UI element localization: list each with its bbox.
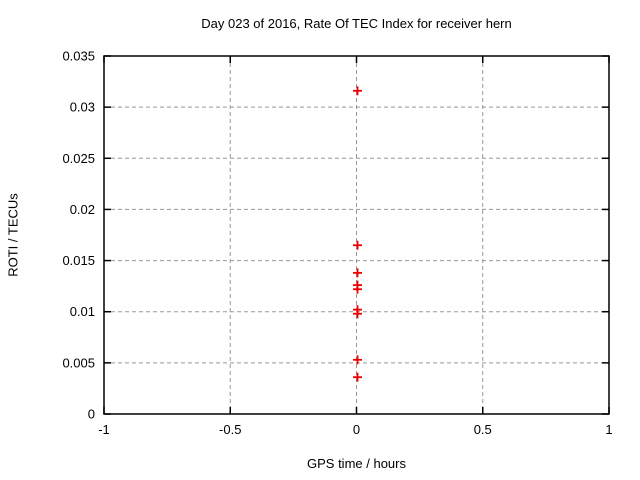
x-tick-label: -0.5 xyxy=(219,422,241,437)
y-axis-title: ROTI / TECUs xyxy=(5,193,21,277)
y-tick-label: 0.025 xyxy=(62,151,95,166)
x-tick-label: 0.5 xyxy=(474,422,492,437)
plot-border xyxy=(103,55,610,415)
y-tick-label: 0 xyxy=(88,407,95,422)
y-tick-label: 0.03 xyxy=(70,100,95,115)
y-tick-label: 0.035 xyxy=(62,49,95,64)
y-tick-label: 0.005 xyxy=(62,355,95,370)
x-axis-title: GPS time / hours xyxy=(307,456,406,471)
x-tick-label: -1 xyxy=(98,422,110,437)
y-tick-label: 0.02 xyxy=(70,202,95,217)
x-tick-label: 0 xyxy=(353,422,360,437)
y-tick-label: 0.015 xyxy=(62,253,95,268)
y-tick-label: 0.01 xyxy=(70,304,95,319)
x-tick-label: 1 xyxy=(605,422,612,437)
chart-title: Day 023 of 2016, Rate Of TEC Index for r… xyxy=(201,16,512,31)
